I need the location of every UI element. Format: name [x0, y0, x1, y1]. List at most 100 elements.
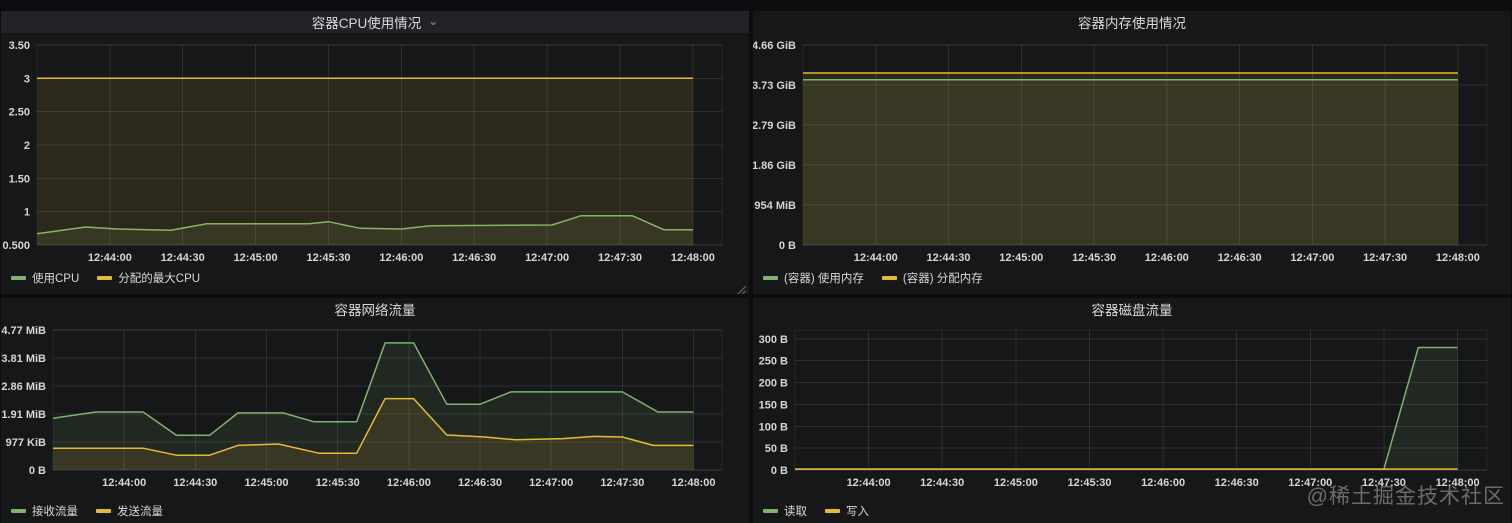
- svg-text:12:44:00: 12:44:00: [847, 477, 891, 489]
- legend-item[interactable]: 发送流量: [96, 503, 163, 519]
- cpu-legend: 使用CPU 分配的最大CPU: [1, 268, 749, 288]
- svg-text:12:47:00: 12:47:00: [525, 252, 569, 264]
- svg-text:300 B: 300 B: [759, 334, 788, 346]
- svg-text:12:48:00: 12:48:00: [671, 477, 715, 489]
- svg-text:977 KiB: 977 KiB: [6, 437, 46, 449]
- network-legend: 接收流量 发送流量: [1, 501, 749, 521]
- legend-series-dash-icon: [763, 509, 778, 513]
- svg-text:12:46:30: 12:46:30: [452, 252, 496, 264]
- svg-text:12:47:30: 12:47:30: [1362, 477, 1406, 489]
- legend-item[interactable]: 读取: [763, 503, 807, 519]
- svg-text:12:45:00: 12:45:00: [234, 252, 278, 264]
- svg-text:12:44:30: 12:44:30: [926, 252, 970, 264]
- svg-text:12:47:30: 12:47:30: [598, 252, 642, 264]
- svg-text:3.50: 3.50: [9, 40, 30, 52]
- legend-item[interactable]: (容器) 分配内存: [881, 270, 983, 286]
- panel-header-cpu[interactable]: 容器CPU使用情况 ⌄: [1, 11, 749, 33]
- panel-cpu-usage: 容器CPU使用情况 ⌄ 3.50 3 2.50 2 1.50 1 0.500 12:44:00…: [1, 11, 749, 295]
- legend-series-label: 发送流量: [117, 506, 163, 518]
- legend-series-label: 使用CPU: [32, 273, 80, 285]
- svg-text:2.79 GiB: 2.79 GiB: [753, 120, 796, 132]
- legend-series-dash-icon: [97, 276, 113, 280]
- legend-series-label: 接收流量: [32, 506, 78, 518]
- svg-text:12:47:30: 12:47:30: [1363, 252, 1407, 264]
- svg-text:12:46:30: 12:46:30: [1215, 477, 1259, 489]
- svg-text:12:45:30: 12:45:30: [1072, 252, 1116, 264]
- svg-text:12:46:30: 12:46:30: [458, 477, 502, 489]
- svg-text:3.73 GiB: 3.73 GiB: [753, 80, 796, 92]
- legend-item[interactable]: (容器) 使用内存: [763, 270, 864, 286]
- svg-text:1.50: 1.50: [9, 173, 30, 185]
- svg-text:12:47:00: 12:47:00: [1288, 477, 1332, 489]
- svg-text:12:45:30: 12:45:30: [306, 252, 350, 264]
- svg-text:12:46:30: 12:46:30: [1218, 252, 1262, 264]
- legend-series-label: 写入: [846, 506, 869, 518]
- panel-memory-usage: 容器内存使用情况 4.66 GiB 3.73 GiB 2.79 GiB 1.86 Gi…: [753, 11, 1511, 294]
- disk-chart-plot[interactable]: 300 B 250 B 200 B 150 B 100 B 50 B 0 B 12:44:00…: [753, 320, 1511, 498]
- legend-series-dash-icon: [11, 276, 26, 280]
- svg-text:12:48:00: 12:48:00: [1436, 252, 1480, 264]
- panel-header-memory[interactable]: 容器内存使用情况: [753, 11, 1511, 33]
- panel-disk-traffic: 容器磁盘流量 300 B 250 B 200 B 150 B 100 B 50 B 0 B 1…: [753, 298, 1511, 523]
- legend-series-label: 读取: [784, 506, 807, 518]
- svg-text:200 B: 200 B: [759, 378, 788, 390]
- svg-text:0 B: 0 B: [779, 240, 796, 252]
- svg-text:0 B: 0 B: [29, 465, 46, 477]
- svg-text:4.66 GiB: 4.66 GiB: [753, 40, 796, 52]
- panel-resize-handle-icon[interactable]: [736, 281, 747, 295]
- svg-text:12:45:30: 12:45:30: [316, 477, 360, 489]
- legend-series-dash-icon: [96, 509, 111, 513]
- memory-chart-plot[interactable]: 4.66 GiB 3.73 GiB 2.79 GiB 1.86 GiB 954 MiB 0…: [753, 33, 1511, 265]
- panel-header-network[interactable]: 容器网络流量: [1, 298, 749, 320]
- svg-text:3: 3: [24, 73, 30, 85]
- legend-series-dash-icon: [825, 509, 840, 513]
- svg-text:12:44:00: 12:44:00: [102, 477, 146, 489]
- legend-series-dash-icon: [881, 276, 897, 280]
- svg-text:12:44:00: 12:44:00: [854, 252, 898, 264]
- panel-title-cpu[interactable]: 容器CPU使用情况: [311, 16, 422, 31]
- svg-text:12:47:00: 12:47:00: [529, 477, 573, 489]
- svg-text:12:45:00: 12:45:00: [244, 477, 288, 489]
- svg-text:4.77 MiB: 4.77 MiB: [1, 325, 46, 337]
- legend-series-label: 分配的最大CPU: [118, 273, 201, 285]
- svg-text:3.81 MiB: 3.81 MiB: [1, 353, 46, 365]
- legend-series-dash-icon: [11, 509, 26, 513]
- svg-text:12:48:00: 12:48:00: [671, 252, 715, 264]
- svg-text:12:47:30: 12:47:30: [600, 477, 644, 489]
- svg-text:12:46:00: 12:46:00: [379, 252, 423, 264]
- svg-text:1.86 GiB: 1.86 GiB: [753, 160, 796, 172]
- legend-series-dash-icon: [763, 276, 778, 280]
- svg-text:2.50: 2.50: [9, 107, 30, 119]
- svg-text:12:45:30: 12:45:30: [1067, 477, 1111, 489]
- legend-item[interactable]: 使用CPU: [11, 270, 79, 286]
- svg-text:1.91 MiB: 1.91 MiB: [1, 409, 46, 421]
- svg-text:100 B: 100 B: [759, 421, 788, 433]
- svg-text:12:46:00: 12:46:00: [1141, 477, 1185, 489]
- legend-series-label: (容器) 分配内存: [902, 273, 983, 285]
- svg-text:12:45:00: 12:45:00: [999, 252, 1043, 264]
- svg-text:12:48:00: 12:48:00: [1436, 477, 1480, 489]
- svg-text:50 B: 50 B: [765, 443, 788, 455]
- svg-text:1: 1: [24, 207, 30, 219]
- panel-network-traffic: 容器网络流量 4.77 MiB 3.81 MiB 2.86 MiB 1.91 MiB 9…: [1, 298, 749, 523]
- legend-item[interactable]: 分配的最大CPU: [97, 270, 200, 286]
- svg-text:2.86 MiB: 2.86 MiB: [1, 381, 46, 393]
- svg-text:0.500: 0.500: [2, 240, 30, 252]
- svg-text:12:44:30: 12:44:30: [161, 252, 205, 264]
- svg-text:12:45:00: 12:45:00: [994, 477, 1038, 489]
- legend-item[interactable]: 接收流量: [11, 503, 78, 519]
- svg-text:0 B: 0 B: [771, 465, 788, 477]
- disk-legend: 读取 写入: [753, 501, 1511, 521]
- cpu-chart-plot[interactable]: 3.50 3 2.50 2 1.50 1 0.500 12:44:00 12:44:30 12:4…: [1, 33, 749, 265]
- legend-item[interactable]: 写入: [825, 503, 869, 519]
- svg-text:12:46:00: 12:46:00: [1145, 252, 1189, 264]
- legend-series-label: (容器) 使用内存: [784, 273, 864, 285]
- panel-title-network[interactable]: 容器网络流量: [334, 303, 416, 318]
- panel-title-disk[interactable]: 容器磁盘流量: [1091, 303, 1173, 318]
- panel-header-disk[interactable]: 容器磁盘流量: [753, 298, 1511, 320]
- svg-text:12:44:30: 12:44:30: [173, 477, 217, 489]
- panel-title-memory[interactable]: 容器内存使用情况: [1078, 16, 1186, 31]
- network-chart-plot[interactable]: 4.77 MiB 3.81 MiB 2.86 MiB 1.91 MiB 977 KiB 0…: [1, 320, 749, 498]
- chevron-down-icon[interactable]: ⌄: [428, 14, 439, 28]
